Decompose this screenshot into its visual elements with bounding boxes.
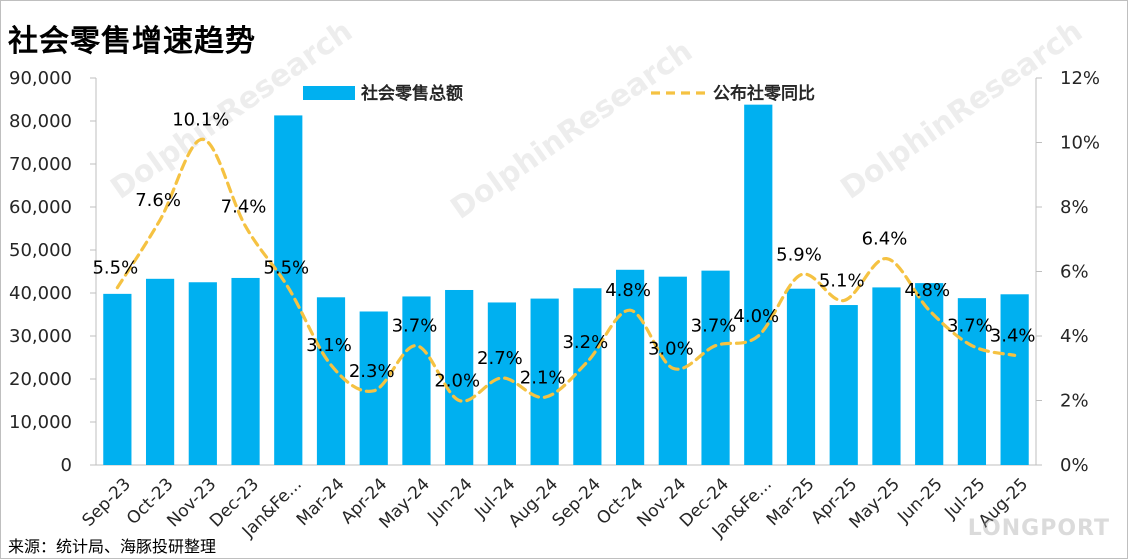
y-right-tick-label: 12% [1060, 68, 1100, 89]
data-label: 5.5% [263, 258, 309, 279]
y-right-tick-label: 10% [1060, 133, 1100, 154]
data-label: 3.0% [648, 338, 694, 359]
y-left-tick-label: 20,000 [9, 369, 72, 390]
watermark-logo: LONGPORT [967, 516, 1110, 541]
bar [744, 104, 773, 465]
data-label: 2.3% [349, 361, 395, 382]
y-left-tick-label: 10,000 [9, 412, 72, 433]
bar [530, 298, 559, 465]
y-left-tick-label: 50,000 [9, 240, 72, 261]
line-series [115, 137, 1017, 403]
legend-label-bar: 社会零售总额 [360, 83, 463, 104]
watermarks: DolphinResearch DolphinResearch DolphinRes… [105, 14, 1089, 227]
x-tick-label: Mar-25 [763, 474, 819, 530]
y-left-tick-label: 90,000 [9, 68, 72, 89]
watermark-text-0: DolphinResearch [105, 14, 359, 207]
x-tick-label: Jun-25 [893, 474, 946, 527]
data-label: 6.4% [862, 229, 908, 250]
data-label: 3.2% [562, 332, 608, 353]
bar [915, 283, 944, 465]
data-label: 7.6% [135, 190, 181, 211]
bar [615, 269, 645, 465]
data-label: 3.7% [392, 316, 438, 337]
bar [872, 287, 901, 465]
chart-title: 社会零售增速趋势 [8, 24, 256, 59]
data-label: 2.7% [477, 348, 523, 369]
bar [145, 278, 175, 465]
legend: 社会零售总额 公布社零同比 [303, 83, 815, 104]
bar [402, 296, 431, 465]
watermark-text-1: DolphinResearch [445, 34, 699, 227]
y-right-tick-label: 2% [1060, 391, 1089, 412]
x-tick-label: Jun-24 [423, 474, 476, 527]
data-label: 2.0% [434, 371, 480, 392]
y-left-tick-label: 80,000 [9, 111, 72, 132]
data-label: 2.1% [520, 367, 566, 388]
data-label: 5.1% [819, 271, 865, 292]
y-right-tick-label: 4% [1060, 326, 1089, 347]
series-line [115, 137, 1017, 403]
y-left-tick-label: 0 [61, 455, 72, 476]
data-label: 4.8% [605, 280, 651, 301]
bar [316, 297, 346, 465]
bar [829, 305, 858, 465]
y-left-tick-label: 30,000 [9, 326, 72, 347]
y-right-tick-label: 6% [1060, 262, 1089, 283]
bar [658, 276, 687, 465]
data-labels: 5.5% 7.6% 10.1% 7.4% 5.5% 3.1% 2.3% 3.7% 2.0%2.7… [92, 109, 1035, 391]
data-label: 3.7% [691, 316, 737, 337]
y-left-tick-label: 40,000 [9, 283, 72, 304]
bar [786, 288, 816, 465]
bar [573, 288, 602, 465]
y-left-tick-label: 60,000 [9, 197, 72, 218]
bar [103, 293, 132, 465]
x-tick-label: Sep-23 [78, 474, 134, 530]
bars [103, 104, 1029, 465]
bar [188, 282, 217, 465]
x-tick-label: Sep-24 [548, 474, 604, 530]
x-tick-label: Mar-24 [293, 474, 349, 530]
legend-swatch-bar [303, 86, 355, 100]
data-label: 4.0% [733, 306, 779, 327]
data-label: 5.9% [776, 245, 822, 266]
bar [701, 270, 730, 465]
data-label: 7.4% [221, 196, 267, 217]
bar [957, 298, 987, 465]
data-label: 5.5% [92, 258, 138, 279]
bar [487, 302, 517, 465]
y-right-tick-label: 8% [1060, 197, 1089, 218]
bar [359, 311, 388, 465]
data-label: 3.1% [306, 335, 352, 356]
source-note: 来源：统计局、海豚投研整理 [8, 537, 217, 556]
bar [1000, 294, 1029, 465]
bar [445, 289, 474, 465]
data-label: 10.1% [172, 109, 229, 130]
bar [231, 277, 260, 465]
watermark-text-2: DolphinResearch [835, 14, 1089, 207]
data-label: 3.4% [990, 325, 1036, 346]
data-label: 4.8% [904, 280, 950, 301]
data-label: 3.7% [947, 316, 993, 337]
y-left-tick-label: 70,000 [9, 154, 72, 175]
y-right-tick-label: 0% [1060, 455, 1089, 476]
legend-label-line: 公布社零同比 [713, 83, 815, 104]
